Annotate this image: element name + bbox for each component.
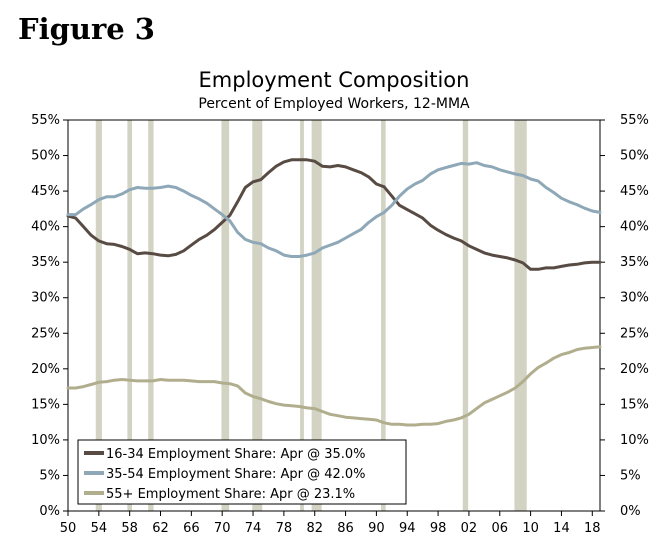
recession-band (95, 120, 102, 511)
y-tick-label-left: 40% (31, 220, 60, 235)
x-tick-label: 86 (337, 521, 354, 536)
y-tick-label-right: 20% (620, 362, 649, 377)
chart-series (66, 158, 602, 427)
y-tick-label-left: 10% (31, 433, 60, 448)
chart-axes: 0% 0% 5% 5% 10% 10% 15% 15% 20% 20% 25% 25% 30% 30% 35… (31, 113, 649, 536)
chart-subtitle: Percent of Employed Workers, 12-MMA (198, 96, 470, 112)
legend-label-2: 35-54 Employment Share: Apr @ 42.0% (106, 467, 366, 482)
x-tick-label: 18 (584, 521, 601, 536)
recession-band (148, 120, 154, 511)
x-tick-label: 94 (399, 521, 416, 536)
series-line-1 (66, 158, 602, 271)
x-tick-label: 14 (553, 521, 570, 536)
x-tick-label: 02 (461, 521, 478, 536)
y-tick-label-left: 55% (31, 113, 60, 128)
y-tick-label-right: 25% (620, 326, 649, 341)
x-tick-label: 90 (368, 521, 385, 536)
y-tick-label-right: 40% (620, 220, 649, 235)
y-tick-label-right: 0% (620, 504, 641, 519)
legend-label-3: 55+ Employment Share: Apr @ 23.1% (106, 487, 355, 502)
y-tick-label-left: 15% (31, 397, 60, 412)
recession-band (252, 120, 263, 511)
y-tick-label-left: 25% (31, 326, 60, 341)
y-tick-label-right: 5% (620, 468, 641, 483)
y-tick-label-left: 50% (31, 149, 60, 164)
x-tick-label: 06 (491, 521, 508, 536)
recession-band (462, 120, 469, 511)
y-tick-label-right: 30% (620, 291, 649, 306)
series-line-3 (66, 345, 602, 427)
x-tick-label: 62 (152, 521, 169, 536)
y-tick-label-left: 35% (31, 255, 60, 270)
recession-band (127, 120, 132, 511)
x-tick-label: 78 (276, 521, 293, 536)
y-tick-label-right: 45% (620, 184, 649, 199)
recession-band (514, 120, 527, 511)
y-tick-label-left: 30% (31, 291, 60, 306)
recession-band (221, 120, 230, 511)
legend-box (77, 439, 407, 505)
series-line-2 (66, 161, 602, 258)
y-tick-label-right: 15% (620, 397, 649, 412)
x-tick-label: 98 (430, 521, 447, 536)
y-tick-label-left: 45% (31, 184, 60, 199)
y-tick-label-left: 5% (39, 468, 60, 483)
y-tick-label-right: 35% (620, 255, 649, 270)
x-tick-label: 10 (522, 521, 539, 536)
y-tick-label-left: 20% (31, 362, 60, 377)
x-tick-label: 82 (306, 521, 323, 536)
y-tick-label-left: 0% (39, 504, 60, 519)
chart-title: Employment Composition (199, 68, 470, 92)
recession-band (311, 120, 322, 511)
y-tick-label-right: 10% (620, 433, 649, 448)
y-tick-label-right: 50% (620, 149, 649, 164)
figure-label: Figure 3 (18, 12, 155, 46)
x-tick-label: 50 (60, 521, 77, 536)
x-tick-label: 58 (121, 521, 138, 536)
legend-label-1: 16-34 Employment Share: Apr @ 35.0% (106, 447, 366, 462)
chart-legend: 16-34 Employment Share: Apr @ 35.0% 35-54… (77, 439, 407, 505)
recession-band (381, 120, 386, 511)
x-tick-label: 66 (183, 521, 200, 536)
recession-bands (95, 120, 527, 511)
x-tick-label: 74 (245, 521, 262, 536)
recession-band (300, 120, 304, 511)
x-tick-label: 70 (214, 521, 231, 536)
x-tick-label: 54 (91, 521, 108, 536)
plot-frame (67, 119, 601, 512)
y-tick-label-right: 55% (620, 113, 649, 128)
